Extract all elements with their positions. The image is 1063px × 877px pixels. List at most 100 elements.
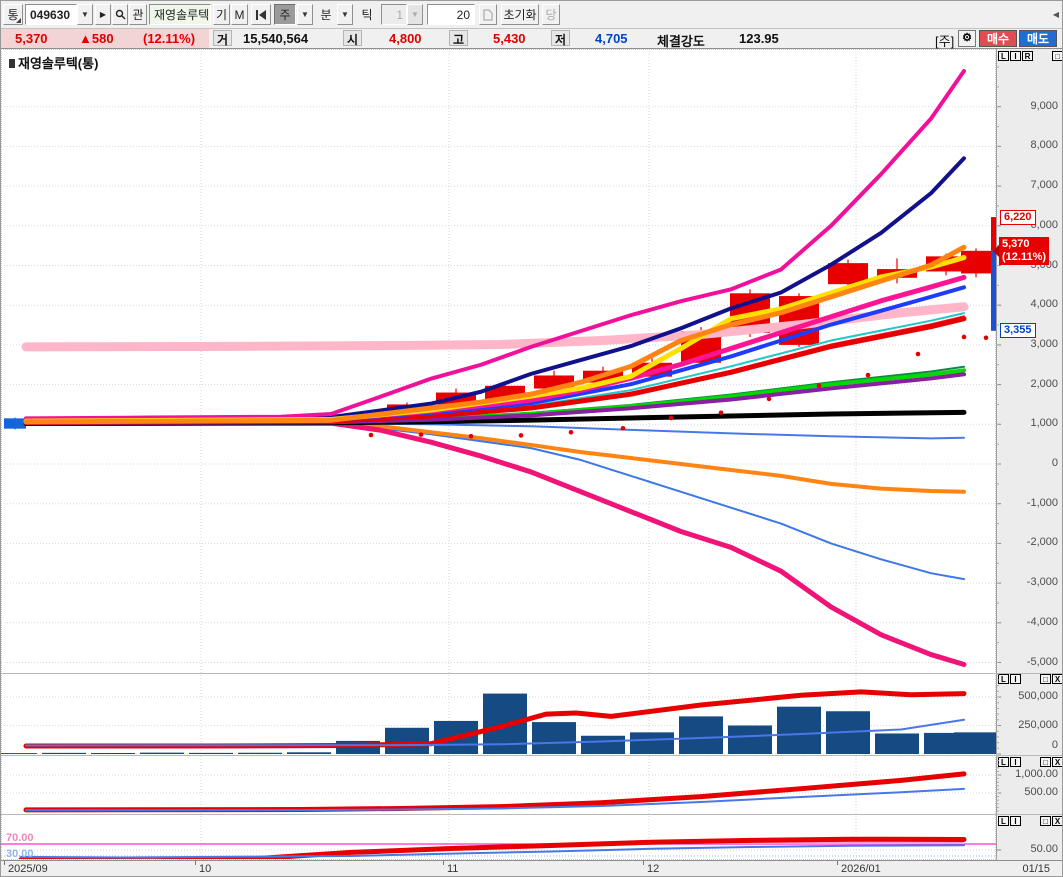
y-axis-tick: 4,000 <box>1030 298 1058 311</box>
y-axis-tick: 500,000 <box>1018 690 1058 702</box>
x-axis-label: 2026/01 <box>841 863 881 875</box>
sell-button[interactable]: 매도 <box>1019 30 1057 47</box>
reset-button[interactable]: 초기화 <box>501 4 539 25</box>
x-axis-tickmark <box>443 861 444 865</box>
lower-limit-badge: 3,355 <box>1000 323 1036 339</box>
search-button[interactable] <box>112 4 128 25</box>
osc-high-label: 70.00 <box>6 832 34 844</box>
stock-code-input[interactable]: 049630 <box>25 4 77 25</box>
period-tick-button[interactable]: 틱 <box>361 8 373 22</box>
dang-button[interactable]: 당 <box>542 4 560 25</box>
panel-button-I[interactable]: I <box>1010 816 1021 826</box>
interval-dropdown[interactable]: ▼ <box>407 4 423 25</box>
x-axis-label: 10 <box>199 863 212 875</box>
stock-code-dropdown[interactable]: ▼ <box>77 4 93 25</box>
y-axis-tick: 2,000 <box>1030 377 1058 390</box>
y-axis-tick: 3,000 <box>1030 337 1058 350</box>
m-button[interactable]: M <box>231 4 248 25</box>
panel-controls-flow: L I □ X <box>998 757 1062 767</box>
low-label: 저 <box>551 30 571 47</box>
mode-indicator: [주] <box>935 34 955 49</box>
x-axis: 01/15 2025/09 10 11 12 2026/01 <box>1 860 1062 876</box>
panel-button-window[interactable]: □ <box>1040 816 1051 826</box>
play-button[interactable]: ▶ <box>95 4 111 25</box>
high-value: 5,430 <box>493 31 526 46</box>
y-axis-tick: 7,000 <box>1030 179 1058 192</box>
y-axis-tick: 8,000 <box>1030 139 1058 152</box>
strength-label: 체결강도 <box>657 34 705 49</box>
panel-button-close[interactable]: X <box>1052 757 1062 767</box>
x-axis-tickmark <box>837 861 838 865</box>
panel-controls-volume: L I □ X <box>998 674 1062 684</box>
x-axis-label: 12 <box>647 863 660 875</box>
open-label: 시 <box>343 30 363 47</box>
panel-button-window[interactable]: □ <box>1040 674 1051 684</box>
x-axis-tickmark <box>4 861 5 865</box>
panel-separator <box>1 673 1062 674</box>
panel-button-I[interactable]: I <box>1010 674 1021 684</box>
period-min-dropdown[interactable]: ▼ <box>337 4 353 25</box>
y-axis-tick: 50.00 <box>1030 843 1058 855</box>
count-input[interactable]: 20 <box>427 4 475 25</box>
gwan-button[interactable]: 관 <box>129 4 147 25</box>
panel-controls-price: L I R □ <box>998 51 1062 61</box>
upper-limit-badge: 6,220 <box>1000 209 1036 225</box>
y-axis-tick: -4,000 <box>1026 615 1058 628</box>
y-axis-tick: -2,000 <box>1026 536 1058 549</box>
panel-button-close[interactable]: X <box>1052 674 1062 684</box>
interval-combo[interactable]: 1 <box>381 4 407 25</box>
panel-separator <box>1 814 1062 815</box>
panel-button-close[interactable]: X <box>1052 816 1062 826</box>
x-axis-tickmark <box>643 861 644 865</box>
y-axis-tick: 9,000 <box>1030 99 1058 112</box>
price-change-pct: (12.11%) <box>143 31 196 46</box>
low-value: 4,705 <box>595 31 628 46</box>
open-value: 4,800 <box>389 31 422 46</box>
panel-button-L[interactable]: L <box>998 51 1009 61</box>
period-min-button[interactable]: 분 <box>320 8 332 22</box>
period-week-dropdown[interactable]: ▼ <box>297 4 313 25</box>
collapse-toolbar-button[interactable]: ◀ <box>1052 10 1060 19</box>
ki-button[interactable]: 기 <box>213 4 230 25</box>
page-button[interactable] <box>479 4 497 25</box>
panel-controls-osc: L I □ X <box>998 816 1062 826</box>
chart-plot-area[interactable] <box>1 49 996 860</box>
y-axis-tick: 250,000 <box>1018 718 1058 731</box>
tong-button[interactable]: 통 <box>3 4 23 25</box>
strength-value: 123.95 <box>739 31 779 46</box>
price-axis-gutter: 9,0008,0007,0006,0005,0004,0003,0002,000… <box>996 49 1062 860</box>
settings-button[interactable]: ⚙ <box>958 30 976 47</box>
panel-button-L[interactable]: L <box>998 816 1009 826</box>
y-axis-tick: -3,000 <box>1026 576 1058 589</box>
panel-button-I[interactable]: I <box>1010 51 1021 61</box>
volume-label: 거 <box>213 30 233 47</box>
y-axis-tick: -1,000 <box>1026 496 1058 509</box>
panel-button-window[interactable]: □ <box>1040 757 1051 767</box>
current-price-badge-value: 5,370 <box>1002 237 1030 250</box>
y-axis-tick: 6,000 <box>1030 218 1058 231</box>
period-week-button[interactable]: 주 <box>274 4 296 25</box>
panel-button-L[interactable]: L <box>998 674 1009 684</box>
volume-value: 15,540,564 <box>243 31 309 46</box>
current-price-badge: 5,370 (12.11%) <box>992 236 1050 265</box>
y-axis-tick: 1,000.00 <box>1015 768 1058 780</box>
y-axis-tick: -5,000 <box>1026 655 1058 668</box>
y-axis-tick: 0 <box>1051 739 1058 751</box>
current-price-badge-pct: (12.11%) <box>1002 250 1047 263</box>
price-highlight <box>1 29 209 48</box>
search-icon <box>115 9 125 20</box>
last-date-label: 01/15 <box>1022 863 1050 875</box>
x-axis-label: 2025/09 <box>8 863 48 875</box>
quote-bar: 5,370 ▲580 (12.11%) 거 15,540,564 시 4,800… <box>1 29 1062 49</box>
stock-name-field[interactable]: 재영솔루텍 <box>149 4 211 25</box>
y-axis-tick: 500.00 <box>1024 786 1058 798</box>
buy-button[interactable]: 매수 <box>979 30 1017 47</box>
panel-button-window[interactable]: □ <box>1052 51 1062 61</box>
panel-button-I[interactable]: I <box>1010 757 1021 767</box>
step-back-button[interactable] <box>251 4 271 25</box>
panel-separator <box>1 755 1062 756</box>
panel-button-R[interactable]: R <box>1022 51 1033 61</box>
page-icon <box>483 8 493 21</box>
panel-button-L[interactable]: L <box>998 757 1009 767</box>
